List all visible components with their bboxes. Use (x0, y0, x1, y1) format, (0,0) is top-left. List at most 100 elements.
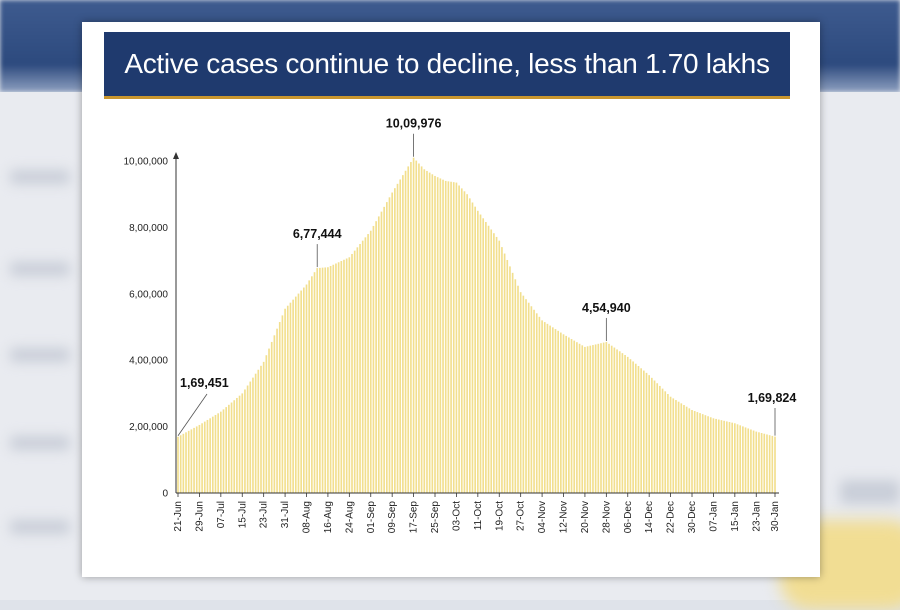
bar (468, 198, 471, 493)
bar (696, 412, 699, 493)
bar (332, 264, 335, 493)
bar (640, 368, 642, 493)
bar (739, 425, 742, 493)
bar (701, 414, 704, 493)
bar (404, 170, 407, 493)
bar (755, 431, 758, 493)
bar (209, 418, 211, 493)
background-smudge (840, 480, 900, 504)
bar (477, 210, 479, 494)
background-smudge (10, 348, 70, 362)
bar (211, 416, 214, 493)
bar (415, 160, 418, 493)
x-tick-label: 23-Jul (259, 501, 270, 528)
bar (506, 259, 509, 493)
bar (709, 417, 712, 493)
bar (466, 194, 468, 493)
annotation-label: 1,69,451 (180, 376, 229, 390)
bar (704, 415, 707, 493)
y-tick-label: 2,00,000 (129, 422, 168, 433)
bar (485, 222, 487, 493)
bar (399, 179, 402, 493)
bars-layer (177, 157, 776, 494)
bar (570, 339, 573, 493)
bar (460, 188, 463, 493)
bar (661, 388, 664, 493)
bar (265, 355, 268, 493)
bar (262, 361, 265, 493)
bar (560, 332, 562, 493)
bar (760, 433, 763, 493)
bar (294, 296, 297, 493)
bar (182, 433, 185, 493)
bar (305, 284, 308, 493)
x-tick-label: 21-Jun (173, 501, 184, 532)
bar (677, 401, 680, 493)
bar (715, 418, 717, 493)
bar (626, 356, 629, 493)
bar (201, 423, 203, 493)
bar (185, 432, 187, 493)
chart-title: Active cases continue to decline, less t… (124, 48, 770, 79)
background-smudge (10, 170, 70, 184)
x-tick-label: 04-Nov (537, 501, 548, 533)
bar (361, 240, 364, 493)
bar (286, 305, 289, 493)
x-tick-label: 17-Sep (409, 501, 420, 534)
bar (225, 407, 228, 493)
bar (680, 403, 683, 493)
bar (407, 166, 410, 493)
bar (717, 419, 720, 493)
bar (482, 218, 485, 493)
bar (699, 413, 701, 493)
bar (594, 344, 597, 493)
bar (576, 342, 578, 493)
bar (498, 240, 501, 493)
x-tick-label: 19-Oct (494, 501, 505, 531)
bar (292, 299, 294, 493)
bar (659, 385, 661, 493)
bar (284, 308, 286, 493)
x-tick-label: 30-Jan (770, 501, 781, 532)
bar (383, 206, 385, 494)
bar (656, 383, 659, 493)
bar (276, 328, 278, 493)
x-tick-label: 09-Sep (387, 501, 398, 534)
y-axis-arrow (173, 152, 179, 159)
bar (220, 411, 222, 493)
x-tick-label: 15-Jan (730, 501, 741, 532)
bar (592, 345, 594, 493)
annotation-leader (177, 393, 208, 436)
bar (688, 408, 691, 493)
bar (254, 373, 257, 493)
x-tick-label: 23-Jan (751, 501, 762, 532)
bar (177, 436, 179, 493)
bar (385, 202, 388, 493)
bar (642, 370, 645, 493)
bar (651, 377, 653, 493)
x-tick-label: 14-Dec (644, 501, 655, 533)
bar (372, 225, 375, 493)
bar (533, 309, 535, 493)
bar (244, 389, 246, 493)
x-tick-label: 08-Aug (302, 501, 313, 533)
bar (434, 175, 436, 493)
background-smudge (10, 436, 70, 450)
x-tick-label: 20-Nov (580, 501, 591, 533)
bar (487, 225, 490, 494)
bar (645, 372, 648, 493)
bar (190, 429, 193, 493)
bar (608, 343, 610, 493)
x-tick-label: 03-Oct (451, 501, 462, 531)
x-tick-label: 16-Aug (323, 501, 334, 533)
bar (723, 420, 725, 493)
bar (624, 355, 626, 493)
bar (222, 409, 225, 493)
bar (637, 366, 640, 493)
bar (246, 385, 249, 493)
x-tick-label: 12-Nov (559, 501, 570, 533)
x-tick-label: 29-Jun (194, 501, 205, 532)
bar (605, 341, 608, 493)
chart-area: 0 2,00,000 4,00,000 6,00,000 8,00,000 10,00,0… (124, 117, 797, 534)
x-tick-label: 15-Jul (237, 501, 248, 528)
